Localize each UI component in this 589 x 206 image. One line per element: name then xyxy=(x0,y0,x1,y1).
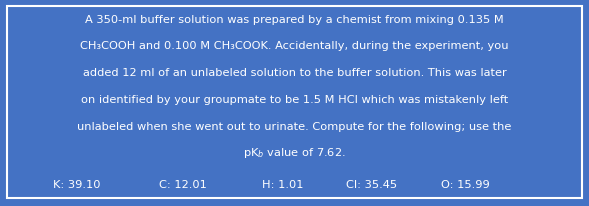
FancyBboxPatch shape xyxy=(7,6,582,198)
Text: unlabeled when she went out to urinate. Compute for the following; use the: unlabeled when she went out to urinate. … xyxy=(77,122,512,132)
Text: on identified by your groupmate to be 1.5 M HCl which was mistakenly left: on identified by your groupmate to be 1.… xyxy=(81,95,508,105)
Text: K: 39.10: K: 39.10 xyxy=(53,180,100,190)
Text: pK$_b$ value of 7.62.: pK$_b$ value of 7.62. xyxy=(243,146,346,160)
Text: added 12 ml of an unlabeled solution to the buffer solution. This was later: added 12 ml of an unlabeled solution to … xyxy=(82,68,507,78)
Text: CH₃COOH and 0.100 M CH₃COOK. Accidentally, during the experiment, you: CH₃COOH and 0.100 M CH₃COOK. Accidentall… xyxy=(80,41,509,51)
Text: Cl: 35.45: Cl: 35.45 xyxy=(346,180,396,190)
Text: A 350-ml buffer solution was prepared by a chemist from mixing 0.135 M: A 350-ml buffer solution was prepared by… xyxy=(85,15,504,25)
Text: C: 12.01: C: 12.01 xyxy=(158,180,207,190)
Text: O: 15.99: O: 15.99 xyxy=(441,180,489,190)
Text: H: 1.01: H: 1.01 xyxy=(262,180,303,190)
